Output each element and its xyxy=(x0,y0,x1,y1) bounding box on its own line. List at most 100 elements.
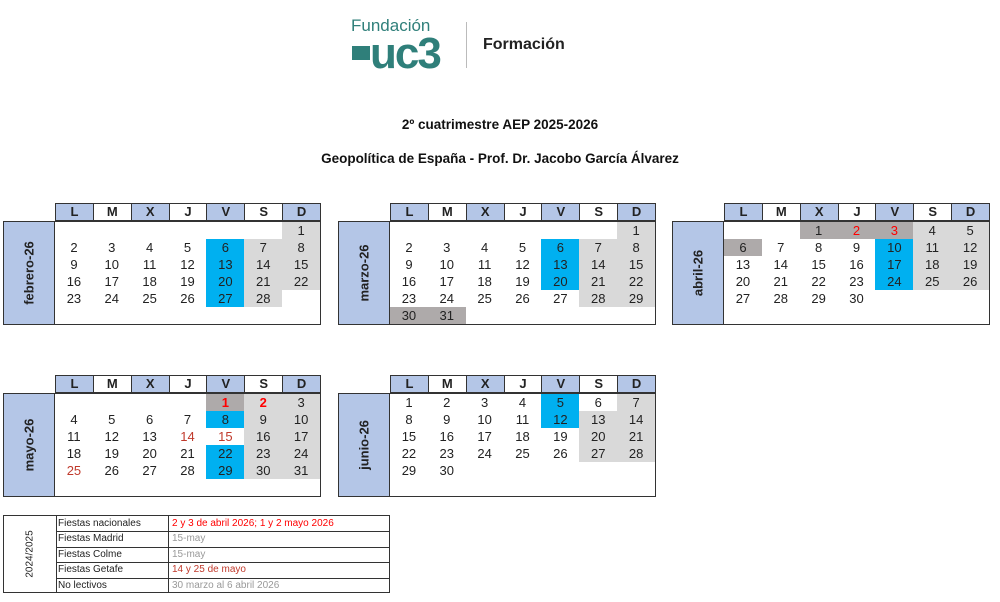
day-cell xyxy=(390,222,428,239)
legend-label: No lectivos xyxy=(58,577,169,593)
day-cell xyxy=(466,307,504,324)
day-cell: 28 xyxy=(773,291,789,306)
day-cell xyxy=(131,307,169,324)
day-cell xyxy=(131,222,169,239)
weekday-label: J xyxy=(505,204,543,220)
day-cell: 16 xyxy=(401,274,417,289)
day-cell: 5 xyxy=(518,240,527,255)
day-cell: 14 xyxy=(244,256,283,273)
day-cell xyxy=(762,307,800,324)
day-cell: 21 xyxy=(773,274,789,289)
day-cell: 24 xyxy=(104,291,120,306)
day-cell: 21 xyxy=(180,446,195,461)
fundacion-uc3-logo: Fundación uc3 Formación xyxy=(348,16,588,78)
day-cell xyxy=(504,462,542,479)
day-cell: 23 xyxy=(66,291,82,306)
day-cell xyxy=(504,222,542,239)
day-cell: 13 xyxy=(206,256,245,273)
day-cell: 27 xyxy=(206,290,245,307)
legend-table: 2024/2025 Fiestas nacionales 2 y 3 de abr… xyxy=(3,515,390,593)
weekday-label: D xyxy=(618,376,656,392)
day-cell: 6 xyxy=(206,239,245,256)
weekday-label: V xyxy=(542,376,581,392)
legend-label: Fiestas Getafe xyxy=(58,562,169,578)
day-cell xyxy=(93,307,131,324)
legend-side-label: 2024/2025 xyxy=(24,530,36,578)
week-row: 15 16 17 18 19 20 21 xyxy=(390,428,656,445)
day-cell xyxy=(951,307,989,324)
day-cell: 16 xyxy=(439,429,455,444)
day-cell: 6 xyxy=(541,239,580,256)
day-cell: 11 xyxy=(142,257,157,272)
day-cell xyxy=(169,307,207,324)
day-cell: 10 xyxy=(439,257,455,272)
day-cell: 6 xyxy=(594,395,602,410)
day-cell xyxy=(282,290,320,307)
day-cell: 20 xyxy=(206,273,245,290)
week-row: 18 19 20 21 22 23 24 xyxy=(55,445,321,462)
day-cell: 16 xyxy=(66,274,82,289)
day-cell: 14 xyxy=(773,257,789,272)
logo-main-text: uc3 xyxy=(370,29,442,78)
day-cell: 26 xyxy=(951,273,990,290)
week-row: 8 9 10 11 12 13 14 xyxy=(390,411,656,428)
day-cell: 21 xyxy=(617,428,656,445)
weekday-label: D xyxy=(618,204,656,220)
day-cell: 27 xyxy=(553,291,568,306)
day-cell: 3 xyxy=(481,395,489,410)
page-title: 2º cuatrimestre AEP 2025-2026 xyxy=(401,117,599,132)
day-cell: 18 xyxy=(515,429,530,444)
day-cell xyxy=(244,307,282,324)
weekday-label: M xyxy=(94,204,132,220)
day-cell: 5 xyxy=(108,412,116,427)
day-cell: 17 xyxy=(104,274,120,289)
week-row: 25 26 27 28 29 30 31 xyxy=(55,462,321,479)
day-cell xyxy=(579,479,617,496)
day-cell xyxy=(838,307,876,324)
day-cell: 15 xyxy=(401,429,417,444)
day-cell: 28 xyxy=(244,290,283,307)
week-row xyxy=(55,307,320,324)
day-cell: 14 xyxy=(617,411,656,428)
day-cell: 16 xyxy=(244,428,283,445)
day-cell xyxy=(617,307,655,324)
day-cell xyxy=(206,307,244,324)
day-cell: 24 xyxy=(875,273,914,290)
day-cell: 28 xyxy=(617,445,656,462)
day-cell: 25 xyxy=(66,463,82,478)
day-cell xyxy=(244,479,282,496)
day-cell: 15 xyxy=(811,257,826,272)
legend-value: 2 y 3 de abril 2026; 1 y 2 mayo 2026 xyxy=(172,518,334,529)
weekday-label: L xyxy=(391,376,429,392)
week-row: 23 24 25 26 27 28 xyxy=(55,290,320,307)
weekday-label: V xyxy=(207,204,246,220)
day-cell xyxy=(579,462,617,479)
day-cell: 15 xyxy=(617,256,656,273)
day-cell: 22 xyxy=(811,274,826,289)
day-cell: 6 xyxy=(146,412,154,427)
logo-section: Formación xyxy=(483,36,565,53)
day-cell: 21 xyxy=(244,273,283,290)
day-cell: 15 xyxy=(218,429,233,444)
day-cell: 4 xyxy=(518,395,527,410)
weekday-label: J xyxy=(505,376,543,392)
day-cell: 7 xyxy=(777,240,785,255)
day-cell: 12 xyxy=(180,257,195,272)
day-cell xyxy=(800,307,838,324)
day-cell xyxy=(762,222,800,239)
week-row: 29 30 xyxy=(390,462,655,479)
day-cell: 3 xyxy=(282,394,321,411)
weekday-label: X xyxy=(800,204,839,220)
weekday-label: S xyxy=(914,204,953,220)
day-cell: 18 xyxy=(66,446,82,461)
week-row: 30 31 xyxy=(390,307,655,324)
day-cell: 29 xyxy=(206,462,245,479)
day-cell: 5 xyxy=(951,222,990,239)
day-cell: 7 xyxy=(244,239,283,256)
day-cell: 10 xyxy=(282,411,321,428)
